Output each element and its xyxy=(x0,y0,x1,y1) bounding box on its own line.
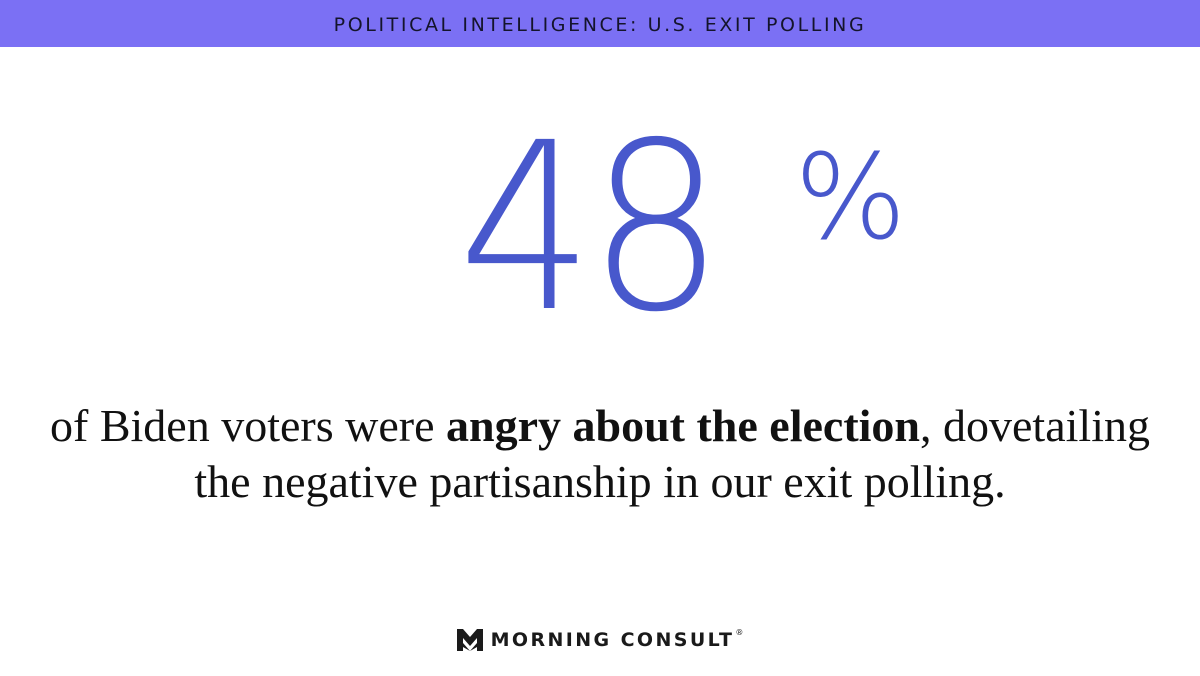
brand-logo: MORNING CONSULT ® xyxy=(0,625,1200,655)
caption-before: of Biden voters were xyxy=(50,400,446,451)
stat-caption: of Biden voters were angry about the ele… xyxy=(40,398,1160,510)
stat-unit: % xyxy=(794,128,907,266)
headline-stat: 48 % xyxy=(0,93,1200,363)
brand-name: MORNING CONSULT xyxy=(490,629,735,651)
header-banner: POLITICAL INTELLIGENCE: U.S. EXIT POLLIN… xyxy=(0,0,1200,47)
stat-figure: 48 % xyxy=(458,93,906,363)
banner-title: POLITICAL INTELLIGENCE: U.S. EXIT POLLIN… xyxy=(333,13,867,36)
caption-after: , dovetailing the negative partisanship … xyxy=(194,400,1150,507)
morning-consult-logo-icon xyxy=(456,629,483,651)
caption-emphasis: angry about the election xyxy=(446,400,921,451)
registered-mark: ® xyxy=(735,628,744,637)
stat-value: 48 xyxy=(458,93,724,363)
